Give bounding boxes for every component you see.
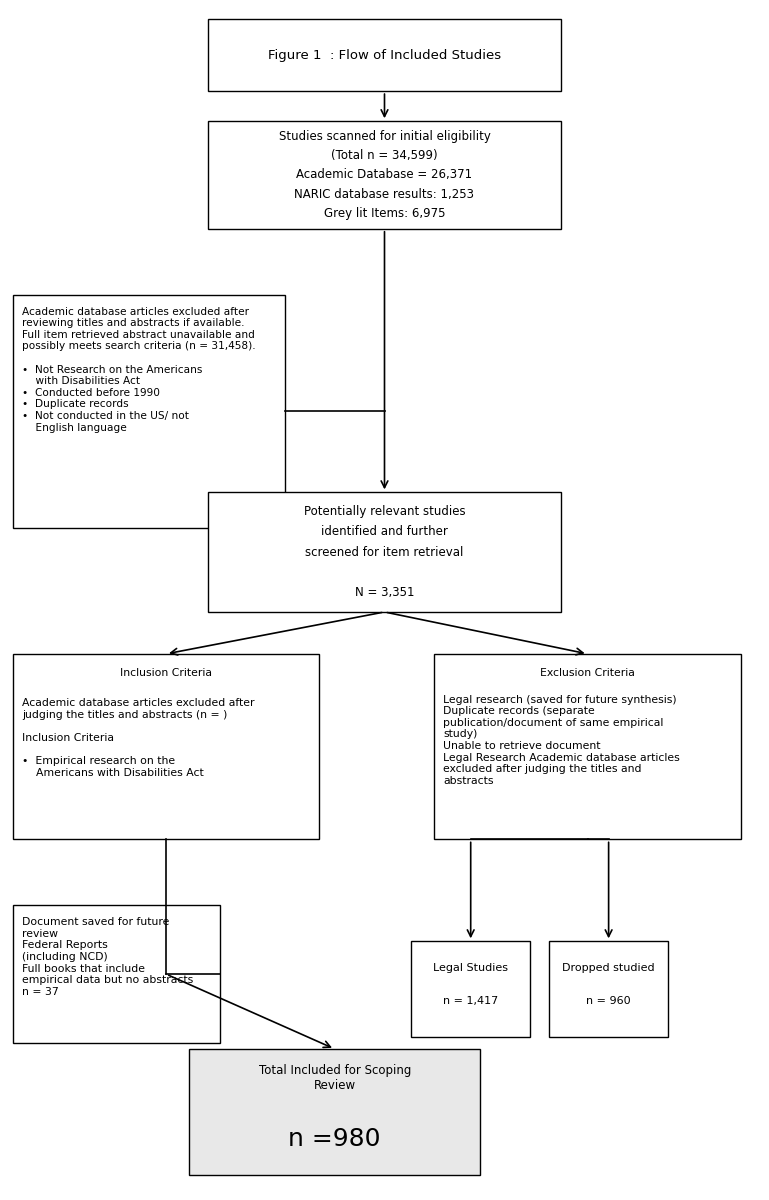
FancyBboxPatch shape [13, 654, 319, 840]
FancyBboxPatch shape [434, 654, 741, 840]
Text: Academic database articles excluded after
reviewing titles and abstracts if avai: Academic database articles excluded afte… [22, 307, 256, 433]
Text: Potentially relevant studies: Potentially relevant studies [304, 505, 465, 518]
Text: Legal Studies: Legal Studies [433, 962, 508, 972]
Text: Document saved for future
review
Federal Reports
(including NCD)
Full books that: Document saved for future review Federal… [22, 917, 193, 997]
Text: (Total n = 34,599): (Total n = 34,599) [331, 149, 438, 162]
Text: Grey lit Items: 6,975: Grey lit Items: 6,975 [324, 206, 445, 220]
Text: Studies scanned for initial eligibility: Studies scanned for initial eligibility [278, 130, 491, 143]
Text: N = 3,351: N = 3,351 [355, 587, 414, 599]
FancyBboxPatch shape [13, 905, 220, 1043]
Text: screened for item retrieval: screened for item retrieval [305, 546, 464, 559]
Text: Exclusion Criteria: Exclusion Criteria [540, 668, 635, 678]
Text: Total Included for Scoping
Review: Total Included for Scoping Review [258, 1064, 411, 1092]
FancyBboxPatch shape [411, 941, 530, 1037]
Text: Legal research (saved for future synthesis)
Duplicate records (separate
publicat: Legal research (saved for future synthes… [444, 695, 681, 786]
Text: n = 1,417: n = 1,417 [443, 996, 498, 1006]
FancyBboxPatch shape [208, 492, 561, 612]
Text: Academic database articles excluded after
judging the titles and abstracts (n = : Academic database articles excluded afte… [22, 698, 255, 778]
FancyBboxPatch shape [189, 1049, 481, 1175]
Text: Academic Database = 26,371: Academic Database = 26,371 [296, 168, 473, 181]
Text: Dropped studied: Dropped studied [562, 962, 655, 972]
Text: n =980: n =980 [288, 1128, 381, 1152]
Text: Inclusion Criteria: Inclusion Criteria [120, 668, 212, 678]
FancyBboxPatch shape [549, 941, 668, 1037]
Text: Figure 1  : Flow of Included Studies: Figure 1 : Flow of Included Studies [268, 49, 501, 61]
FancyBboxPatch shape [13, 295, 285, 528]
Text: identified and further: identified and further [321, 526, 448, 539]
Text: NARIC database results: 1,253: NARIC database results: 1,253 [295, 187, 474, 200]
FancyBboxPatch shape [208, 121, 561, 229]
FancyBboxPatch shape [208, 19, 561, 91]
Text: n = 960: n = 960 [586, 996, 631, 1006]
